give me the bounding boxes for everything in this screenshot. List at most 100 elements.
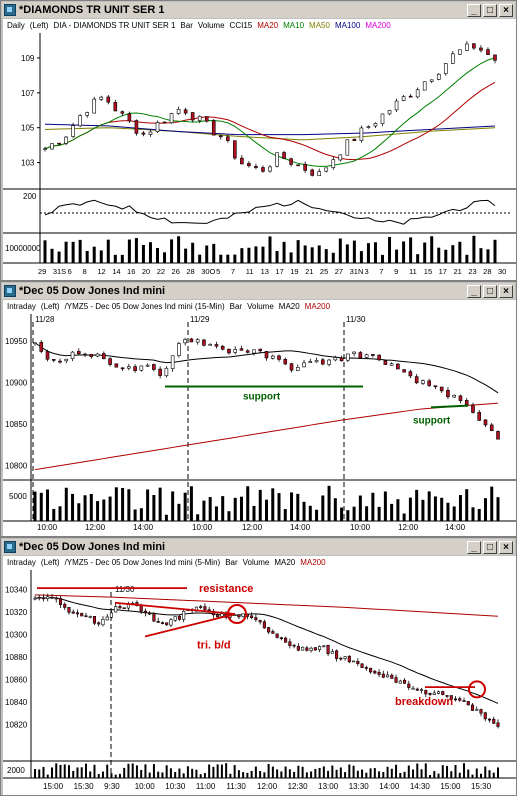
minimize-button[interactable]: _ — [467, 540, 481, 554]
price-bar — [452, 394, 457, 398]
price-bar — [105, 616, 109, 621]
chart-area[interactable]: Intraday (Left) /YMZ5 - Dec 05 Dow Jones I… — [3, 556, 516, 795]
legend-item: Bar — [225, 558, 238, 567]
volume-bar — [108, 496, 112, 521]
close-button[interactable]: × — [499, 3, 513, 17]
price-bar — [141, 132, 146, 135]
volume-bar — [301, 766, 304, 778]
intraday-15min-chart[interactable]: 10950 10900 10850 10800 11/28 11/29 11/30 suppo… — [3, 300, 516, 536]
volume-bar — [133, 509, 137, 521]
y-tick-label: 10850 — [5, 420, 28, 429]
price-bar — [477, 412, 482, 421]
title-bar[interactable]: *Dec 05 Dow Jones Ind mini _ □ × — [2, 539, 515, 555]
legend-item: (Left) — [29, 21, 49, 30]
volume-bar — [114, 487, 118, 521]
volume-bar — [186, 766, 189, 778]
chart-area[interactable]: Daily (Left) DIA - DIAMONDS TR UNIT SER 1 B… — [3, 19, 516, 280]
volume-bar — [472, 235, 476, 263]
maximize-button[interactable]: □ — [483, 540, 497, 554]
chart-window-ym-15min[interactable]: *Dec 05 Dow Jones Ind mini _ □ × Intrada… — [0, 281, 517, 537]
price-bar — [33, 597, 37, 600]
x-tick-label: 30O — [201, 267, 215, 276]
volume-bar — [303, 245, 307, 263]
ma200-line — [34, 594, 499, 617]
close-button[interactable]: × — [499, 540, 513, 554]
title-bar[interactable]: *DIAMONDS TR UNIT SER 1 _ □ × — [2, 2, 515, 18]
volume-bar — [412, 769, 415, 778]
price-bar — [173, 616, 177, 621]
price-bar — [301, 646, 305, 651]
volume-bar — [106, 764, 109, 778]
volume-bar — [335, 769, 338, 778]
price-bar — [279, 637, 283, 639]
price-bar — [71, 611, 75, 614]
x-tick-label: 8 — [83, 267, 87, 276]
volume-bar — [297, 765, 300, 778]
legend-item: Bar — [180, 21, 193, 30]
ma200-line — [34, 402, 499, 471]
title-bar[interactable]: *Dec 05 Dow Jones Ind mini _ □ × — [2, 283, 515, 299]
price-bar — [387, 110, 392, 115]
volume-bar — [92, 246, 96, 263]
y-tick-label: 10320 — [5, 608, 28, 617]
volume-bar — [458, 241, 462, 263]
price-bar — [369, 667, 373, 673]
maximize-button[interactable]: □ — [483, 3, 497, 17]
price-bar — [165, 622, 169, 626]
volume-bar — [123, 767, 126, 778]
maximize-button[interactable]: □ — [483, 284, 497, 298]
price-bar — [309, 647, 313, 651]
volume-bar — [170, 239, 174, 263]
intraday-5min-chart[interactable]: 10340 10320 10300 10880 10860 10840 10820 11/30… — [3, 556, 516, 795]
price-bar — [190, 112, 195, 121]
volume-bar — [85, 250, 89, 263]
price-bar — [152, 364, 156, 370]
ma20-line — [44, 81, 496, 161]
price-bar — [57, 142, 61, 145]
chart-window-diamonds[interactable]: *DIAMONDS TR UNIT SER 1 _ □ × Daily (Left… — [0, 0, 517, 281]
price-bar — [317, 171, 322, 177]
price-bar — [327, 359, 331, 365]
volume-bar — [356, 770, 359, 778]
close-button[interactable]: × — [499, 284, 513, 298]
chart-legend: Intraday (Left) /YMZ5 - Dec 05 Dow Jones I… — [7, 558, 326, 567]
minimize-button[interactable]: _ — [467, 3, 481, 17]
minimize-button[interactable]: _ — [467, 284, 481, 298]
price-bar — [407, 683, 411, 688]
x-tick-label: 10:30 — [165, 782, 186, 791]
price-bar — [226, 136, 230, 141]
price-bar — [421, 380, 425, 384]
price-bar — [118, 606, 122, 609]
price-bar — [182, 610, 186, 620]
volume-bar — [144, 764, 147, 778]
price-bar — [177, 615, 181, 620]
daily-bar-chart[interactable]: 109 107 105 103 200 10000000 29 31S 6 8 12 14 16 20 22… — [3, 19, 516, 280]
volume-bar — [246, 486, 250, 521]
volume-bar — [84, 763, 87, 778]
price-bar — [203, 606, 207, 610]
price-bar — [419, 689, 424, 691]
volume-bar — [310, 247, 314, 263]
volume-bar — [471, 507, 475, 521]
price-bar — [204, 116, 209, 122]
volume-bar — [322, 766, 325, 778]
price-bar — [479, 709, 483, 714]
price-bar — [308, 361, 313, 363]
volume-bar — [446, 502, 450, 521]
volume-bar — [433, 771, 436, 778]
price-bar — [89, 354, 94, 357]
price-bar — [356, 661, 360, 664]
x-tick-label: 31N — [350, 267, 364, 276]
price-bar — [148, 131, 153, 135]
chart-area[interactable]: Intraday (Left) /YMZ5 - Dec 05 Dow Jones I… — [3, 300, 516, 536]
price-bar — [326, 644, 330, 655]
price-bar — [411, 687, 415, 690]
volume-bar — [252, 505, 256, 521]
y-tick-label: 109 — [21, 54, 35, 63]
volume-bar — [496, 497, 500, 521]
chart-window-ym-5min[interactable]: *Dec 05 Dow Jones Ind mini _ □ × Intrada… — [0, 537, 517, 796]
volume-bar — [450, 771, 453, 778]
price-bar — [58, 598, 63, 605]
volume-bar — [429, 774, 432, 778]
price-bar — [71, 125, 75, 137]
